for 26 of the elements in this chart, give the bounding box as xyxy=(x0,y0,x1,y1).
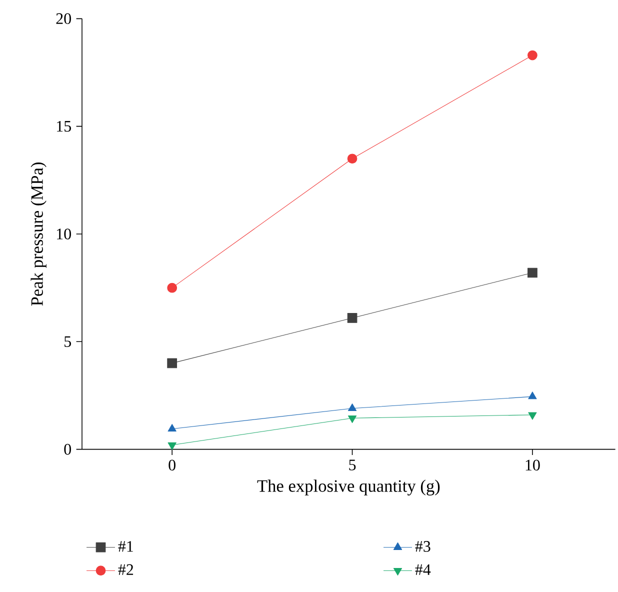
point xyxy=(348,415,357,424)
y-tick-label: 10 xyxy=(57,228,71,240)
legend-label: #3 xyxy=(415,541,430,552)
y-tick-label: 20 xyxy=(56,13,71,24)
point xyxy=(167,282,178,293)
legend-label: #1 xyxy=(118,541,133,552)
x-tick-label: 0 xyxy=(168,460,176,471)
legend-label: #4 xyxy=(415,564,431,575)
x-axis-title: The explosive quantity (g) xyxy=(257,480,440,496)
point xyxy=(528,50,538,60)
y-tick-label: 0 xyxy=(64,444,71,455)
y-tick-label: 5 xyxy=(64,336,71,347)
point xyxy=(528,268,538,278)
point xyxy=(347,154,358,164)
y-axis-title: Peak pressure (MPa) xyxy=(30,162,46,306)
point xyxy=(167,358,178,368)
point xyxy=(348,403,357,412)
point xyxy=(168,442,176,450)
x-tick-label: 5 xyxy=(349,460,356,470)
point xyxy=(168,424,176,432)
point xyxy=(528,392,537,400)
point xyxy=(528,412,537,420)
legend-label: #2 xyxy=(118,564,134,575)
x-tick-label: 10 xyxy=(526,460,540,471)
y-tick-label: 15 xyxy=(57,120,71,132)
point xyxy=(347,313,358,323)
